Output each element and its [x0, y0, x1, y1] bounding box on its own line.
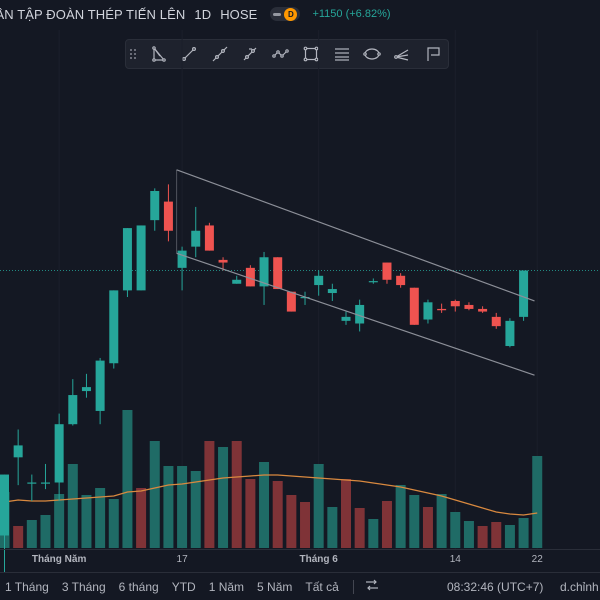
candle-body [273, 257, 282, 289]
candle-body [396, 276, 405, 285]
candle-body [0, 475, 9, 536]
parallel-channel-drawing [177, 170, 535, 375]
candle-body [82, 387, 91, 391]
candle-body [123, 228, 132, 290]
volume-bar [450, 512, 460, 548]
candle-body [27, 483, 36, 484]
candle-body [219, 260, 228, 263]
volume-bar [122, 410, 132, 548]
utc-clock[interactable]: 08:32:46 (UTC+7) [447, 580, 543, 594]
timeframe-ytd[interactable]: YTD [172, 580, 196, 594]
volume-bar [423, 507, 433, 548]
candle-body [478, 309, 487, 312]
candle-body [410, 288, 419, 325]
candle-body [14, 445, 23, 457]
candle-body [55, 424, 64, 482]
candle-body [382, 263, 391, 280]
volume-bar [27, 520, 37, 548]
volume-bar [273, 481, 283, 548]
channel-upper-line [177, 170, 535, 301]
volume-bar [54, 494, 64, 548]
bottom-toolbar: 1 Tháng 3 Tháng 6 tháng YTD 1 Năm 5 Năm … [0, 572, 600, 600]
volume-series [0, 410, 542, 548]
time-axis-label: Tháng 6 [300, 554, 339, 565]
channel-lower-line [177, 253, 535, 375]
volume-bar [177, 466, 187, 548]
volume-bar [40, 515, 50, 548]
time-axis-label: Tháng Năm [32, 554, 87, 565]
time-axis-label: 14 [450, 554, 462, 565]
volume-bar [355, 508, 365, 548]
volume-bar [81, 495, 91, 548]
candle-body [137, 225, 146, 290]
volume-bar [396, 485, 406, 548]
time-axis-label: 17 [177, 554, 189, 565]
candle-body [328, 289, 337, 293]
timeframe-1-year[interactable]: 1 Năm [209, 580, 244, 594]
volume-bar [368, 519, 378, 548]
divider [353, 580, 354, 594]
volume-bar [13, 526, 23, 548]
volume-bar [327, 507, 337, 548]
volume-bar [314, 464, 324, 548]
candle-body [164, 202, 173, 231]
volume-bar [245, 479, 255, 548]
volume-bar [478, 526, 488, 548]
volume-bar [382, 501, 392, 548]
candle-body [96, 361, 105, 411]
candle-body [109, 290, 118, 363]
candle-body [41, 483, 50, 484]
volume-bar [150, 441, 160, 548]
volume-bar [218, 447, 228, 548]
volume-bar [286, 495, 296, 548]
candle-body [68, 395, 77, 424]
candle-body [492, 317, 501, 326]
candle-body [519, 271, 528, 317]
volume-bar [136, 488, 146, 548]
candle-body [342, 317, 351, 321]
candle-body [369, 281, 378, 282]
candle-body [232, 280, 241, 284]
calendar-range-icon[interactable] [364, 577, 380, 596]
candle-body [423, 302, 432, 319]
candle-body [314, 276, 323, 285]
timeframe-1-month[interactable]: 1 Tháng [5, 580, 49, 594]
volume-bar [163, 466, 173, 548]
candle-body [451, 301, 460, 306]
timeframe-6-months[interactable]: 6 tháng [119, 580, 159, 594]
volume-bar [409, 495, 419, 548]
candle-body [287, 292, 296, 312]
volume-bar [109, 499, 119, 548]
candle-body [150, 191, 159, 220]
time-axis-label: 22 [532, 554, 544, 565]
volume-bar [519, 518, 529, 548]
timeframe-3-months[interactable]: 3 Tháng [62, 580, 106, 594]
volume-bar [68, 464, 78, 548]
volume-bar [464, 521, 474, 548]
volume-bar [532, 456, 542, 548]
volume-bar [491, 522, 501, 548]
adjustment-toggle[interactable]: d.chỉnh [560, 580, 599, 594]
timeframe-5-years[interactable]: 5 Năm [257, 580, 292, 594]
volume-bar [232, 441, 242, 548]
candle-body [191, 231, 200, 247]
candle-body [464, 305, 473, 309]
volume-bar [341, 479, 351, 548]
candle-body [437, 309, 446, 310]
timeframe-all[interactable]: Tất cả [305, 580, 338, 594]
candle-body [205, 225, 214, 250]
candle-body [178, 251, 187, 268]
volume-bar [204, 441, 214, 548]
volume-bar [437, 494, 447, 548]
volume-bar [300, 502, 310, 548]
candle-body [505, 321, 514, 346]
volume-bar [505, 525, 515, 548]
